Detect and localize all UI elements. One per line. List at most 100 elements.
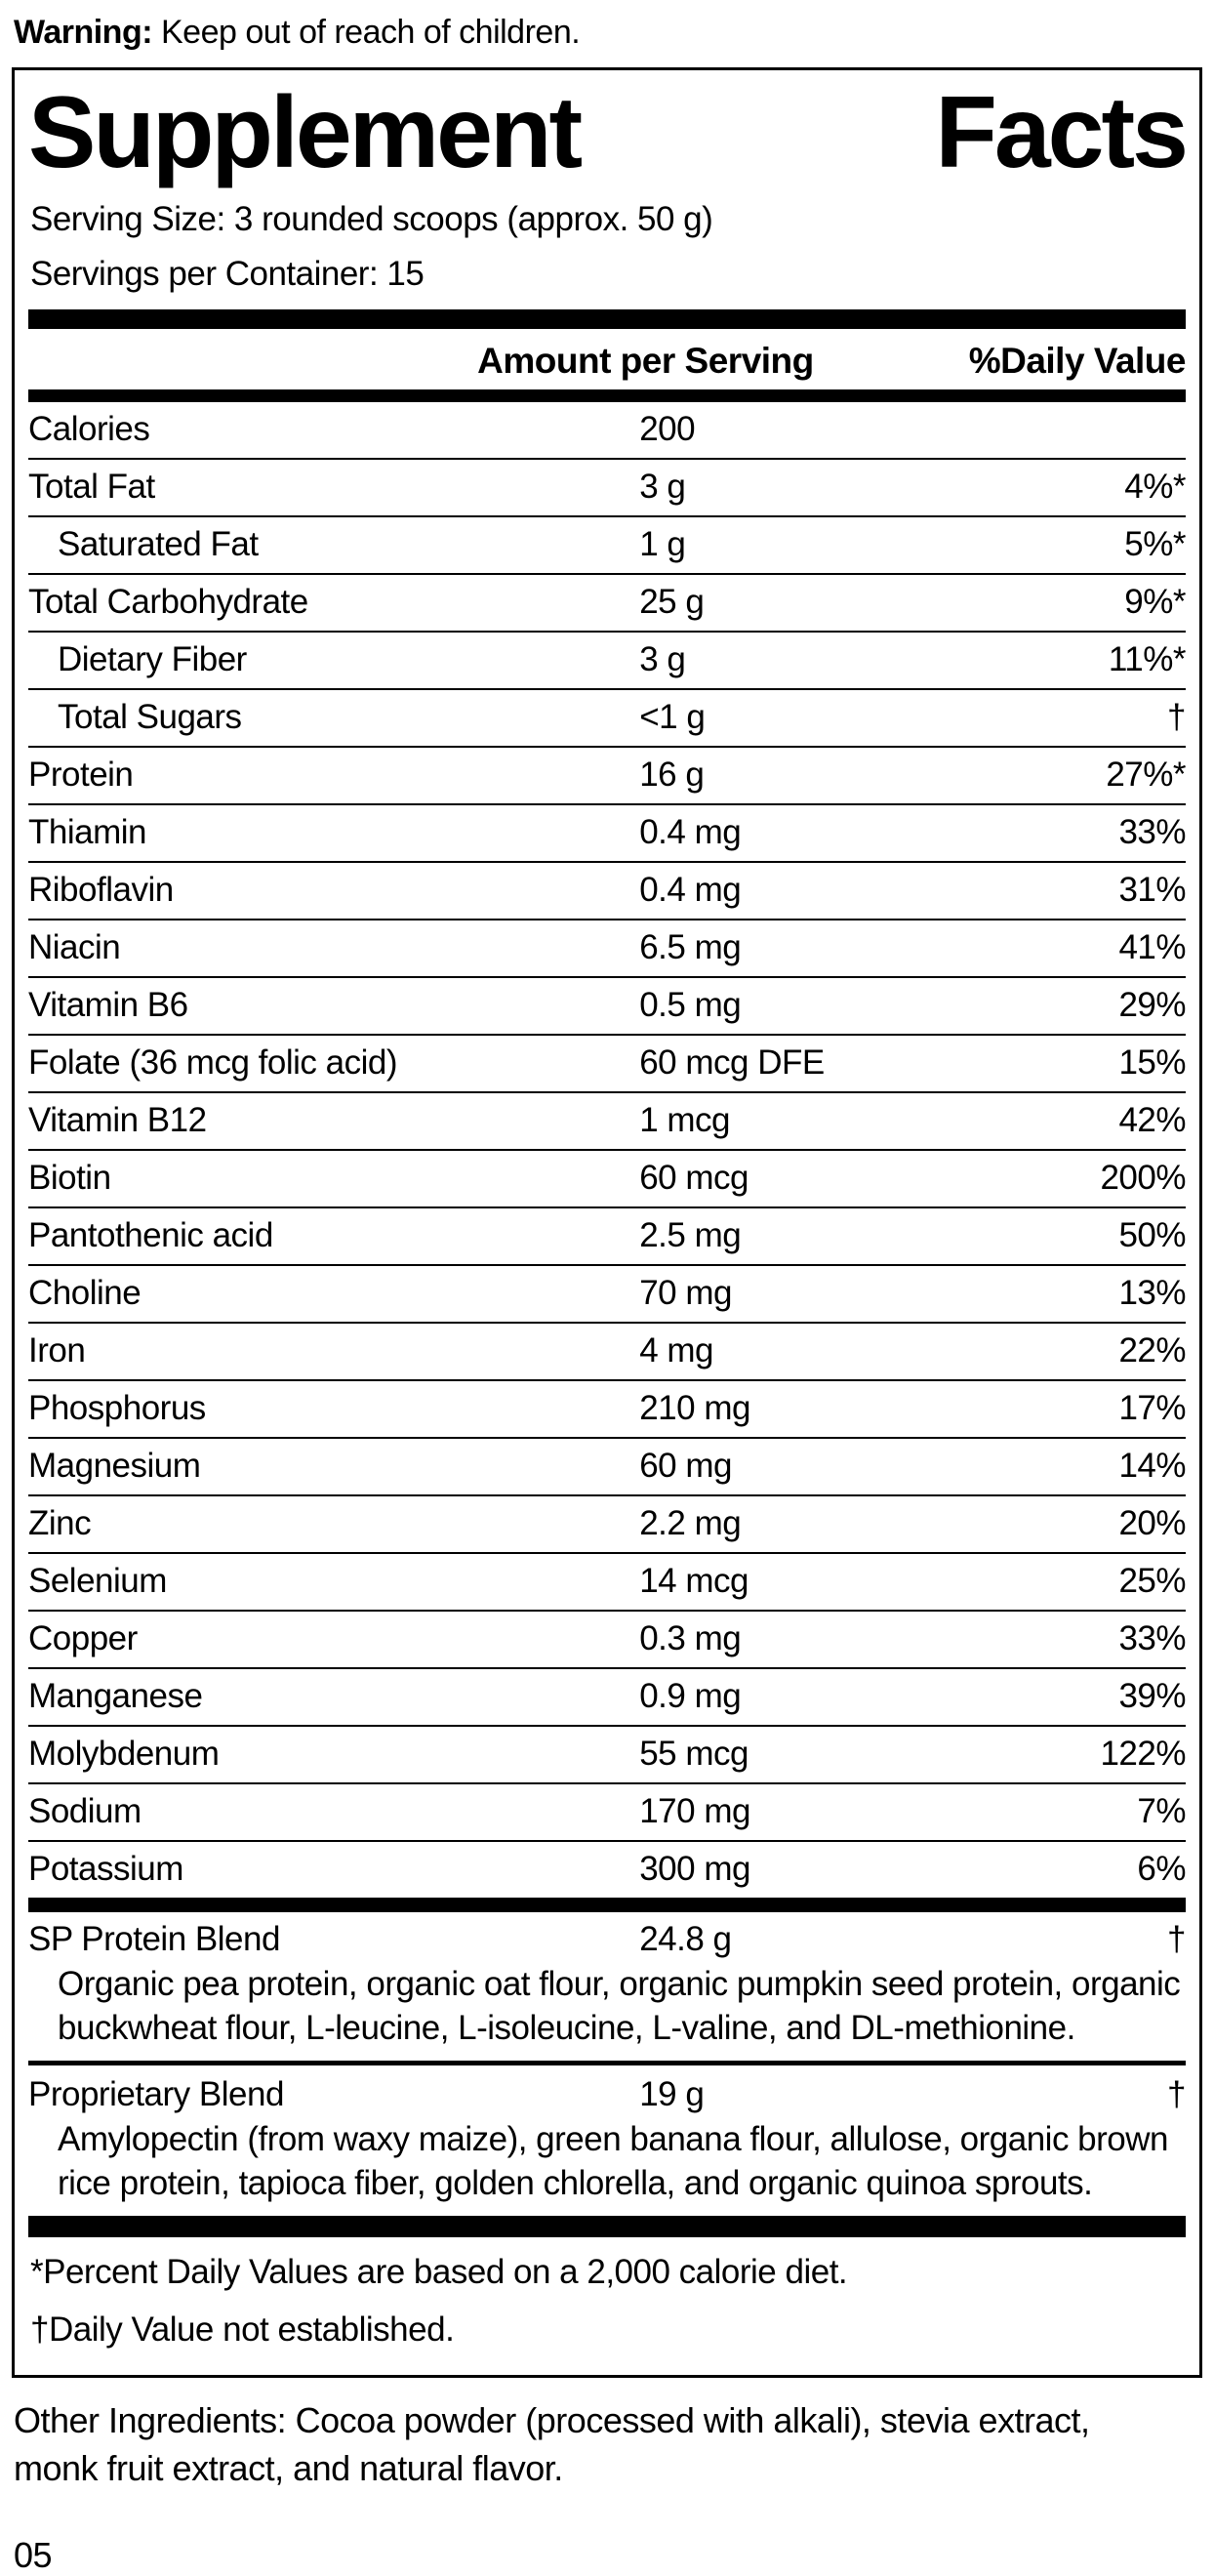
nutrient-amount: 25 g xyxy=(639,583,705,622)
nutrient-row: Total Carbohydrate 25 g 9%* xyxy=(28,575,1186,634)
nutrient-daily-value: 39% xyxy=(1118,1677,1186,1716)
daily-value-column-header: %Daily Value xyxy=(968,341,1187,382)
panel-title: Supplement Facts xyxy=(28,76,1189,189)
nutrient-amount: 2.2 mg xyxy=(639,1504,742,1543)
nutrient-name: Vitamin B12 xyxy=(28,1101,207,1140)
nutrient-daily-value: 25% xyxy=(1118,1562,1186,1601)
nutrient-row: Zinc 2.2 mg 20% xyxy=(28,1496,1186,1555)
nutrient-name: Potassium xyxy=(28,1850,183,1889)
amount-column-header: Amount per Serving xyxy=(477,341,814,382)
nutrient-amount: 0.9 mg xyxy=(639,1677,742,1716)
nutrient-row: Protein 16 g 27%* xyxy=(28,748,1186,806)
nutrient-row: Choline 70 mg 13% xyxy=(28,1266,1186,1325)
nutrient-row: Folate (36 mcg folic acid) 60 mcg DFE 15… xyxy=(28,1036,1186,1094)
nutrient-daily-value: 50% xyxy=(1118,1216,1186,1255)
nutrient-amount: 3 g xyxy=(639,640,686,679)
nutrient-daily-value: 17% xyxy=(1118,1389,1186,1428)
nutrient-row: Pantothenic acid 2.5 mg 50% xyxy=(28,1208,1186,1267)
nutrient-amount: 4 mg xyxy=(639,1331,714,1370)
divider-bar-header xyxy=(28,389,1186,403)
footnote-dv-not-established: †Daily Value not established. xyxy=(30,2310,455,2350)
nutrient-name: Total Fat xyxy=(28,468,155,507)
nutrient-daily-value: 31% xyxy=(1118,871,1186,910)
blend-name: SP Protein Blend xyxy=(28,1920,280,1959)
serving-size-line: Serving Size: 3 rounded scoops (approx. … xyxy=(30,200,713,239)
blend-row: SP Protein Blend 24.8 g † xyxy=(28,1912,1186,1961)
nutrient-name: Vitamin B6 xyxy=(28,986,188,1025)
nutrient-row: Potassium 300 mg 6% xyxy=(28,1842,1186,1898)
nutrient-row: Selenium 14 mcg 25% xyxy=(28,1554,1186,1613)
nutrient-amount: <1 g xyxy=(639,698,706,737)
nutrient-daily-value: 7% xyxy=(1137,1792,1186,1831)
other-ingredients-line: Other Ingredients: Cocoa powder (process… xyxy=(14,2400,1090,2488)
nutrient-name: Thiamin xyxy=(28,813,146,852)
nutrient-amount: 0.3 mg xyxy=(639,1619,742,1658)
nutrient-row: Thiamin 0.4 mg 33% xyxy=(28,805,1186,864)
blend-amount: 24.8 g xyxy=(639,1920,732,1959)
nutrient-daily-value: 9%* xyxy=(1124,583,1186,622)
nutrient-name: Calories xyxy=(28,410,150,449)
nutrient-name: Sodium xyxy=(28,1792,142,1831)
nutrient-row: Total Fat 3 g 4%* xyxy=(28,460,1186,518)
nutrient-name: Saturated Fat xyxy=(58,525,259,564)
nutrient-name: Biotin xyxy=(28,1159,111,1198)
nutrient-name: Magnesium xyxy=(28,1447,201,1486)
nutrient-amount: 3 g xyxy=(639,468,686,507)
nutrient-row: Phosphorus 210 mg 17% xyxy=(28,1381,1186,1440)
nutrient-amount: 0.4 mg xyxy=(639,871,742,910)
nutrient-daily-value: 14% xyxy=(1118,1447,1186,1486)
nutrient-amount: 300 mg xyxy=(639,1850,750,1889)
nutrient-name: Selenium xyxy=(28,1562,167,1601)
nutrient-row: Niacin 6.5 mg 41% xyxy=(28,920,1186,979)
nutrient-daily-value: 33% xyxy=(1118,813,1186,852)
nutrient-daily-value: 41% xyxy=(1118,928,1186,967)
nutrient-amount: 200 xyxy=(639,410,696,449)
nutrient-daily-value: 42% xyxy=(1118,1101,1186,1140)
nutrient-daily-value: 33% xyxy=(1118,1619,1186,1658)
nutrient-name: Molybdenum xyxy=(28,1735,220,1774)
nutrient-row: Copper 0.3 mg 33% xyxy=(28,1612,1186,1670)
nutrient-amount: 1 mcg xyxy=(639,1101,731,1140)
nutrient-daily-value: 6% xyxy=(1137,1850,1186,1889)
nutrient-amount: 2.5 mg xyxy=(639,1216,742,1255)
nutrient-name: Iron xyxy=(28,1331,86,1370)
nutrient-amount: 16 g xyxy=(639,756,705,795)
nutrient-row: Molybdenum 55 mcg 122% xyxy=(28,1727,1186,1785)
nutrient-daily-value: 4%* xyxy=(1124,468,1186,507)
nutrient-row: Iron 4 mg 22% xyxy=(28,1324,1186,1382)
nutrient-table: Calories 200 Total Fat 3 g 4%* Saturated… xyxy=(28,402,1187,1898)
nutrient-daily-value: 29% xyxy=(1118,986,1186,1025)
nutrient-amount: 55 mcg xyxy=(639,1735,749,1774)
servings-per-container-line: Servings per Container: 15 xyxy=(30,254,425,293)
nutrient-name: Copper xyxy=(28,1619,138,1658)
nutrient-name: Riboflavin xyxy=(28,871,174,910)
nutrient-amount: 1 g xyxy=(639,525,686,564)
nutrient-amount: 170 mg xyxy=(639,1792,750,1831)
nutrient-amount: 14 mcg xyxy=(639,1562,749,1601)
nutrient-row: Magnesium 60 mg 14% xyxy=(28,1439,1186,1497)
supplement-facts-panel: Supplement Facts Serving Size: 3 rounded… xyxy=(12,67,1202,2378)
nutrient-row: Manganese 0.9 mg 39% xyxy=(28,1669,1186,1728)
divider-bar-blends xyxy=(28,1898,1186,1913)
nutrient-name: Choline xyxy=(28,1274,142,1313)
warning-label: Warning: xyxy=(14,14,153,51)
nutrient-amount: 70 mg xyxy=(639,1274,732,1313)
divider-bar-top xyxy=(28,309,1186,330)
column-header-row: Amount per Serving %Daily Value xyxy=(28,329,1186,389)
nutrient-daily-value: 11%* xyxy=(1108,640,1187,679)
nutrient-amount: 0.5 mg xyxy=(639,986,742,1025)
nutrient-amount: 6.5 mg xyxy=(639,928,742,967)
footer-code: 05 xyxy=(14,2535,53,2576)
nutrient-amount: 210 mg xyxy=(639,1389,750,1428)
nutrient-name: Dietary Fiber xyxy=(58,640,247,679)
nutrient-amount: 60 mcg DFE xyxy=(639,1043,825,1083)
nutrient-row: Saturated Fat 1 g 5%* xyxy=(28,517,1186,576)
divider-bar-footnotes xyxy=(28,2215,1186,2237)
nutrient-row: Biotin 60 mcg 200% xyxy=(28,1151,1186,1209)
nutrient-name: Phosphorus xyxy=(28,1389,206,1428)
nutrient-name: Protein xyxy=(28,756,134,795)
blend-name: Proprietary Blend xyxy=(28,2074,284,2113)
label-page: Warning: Keep out of reach of children. … xyxy=(12,14,1202,2575)
nutrient-daily-value: 200% xyxy=(1100,1159,1186,1198)
nutrient-row: Riboflavin 0.4 mg 31% xyxy=(28,863,1186,921)
